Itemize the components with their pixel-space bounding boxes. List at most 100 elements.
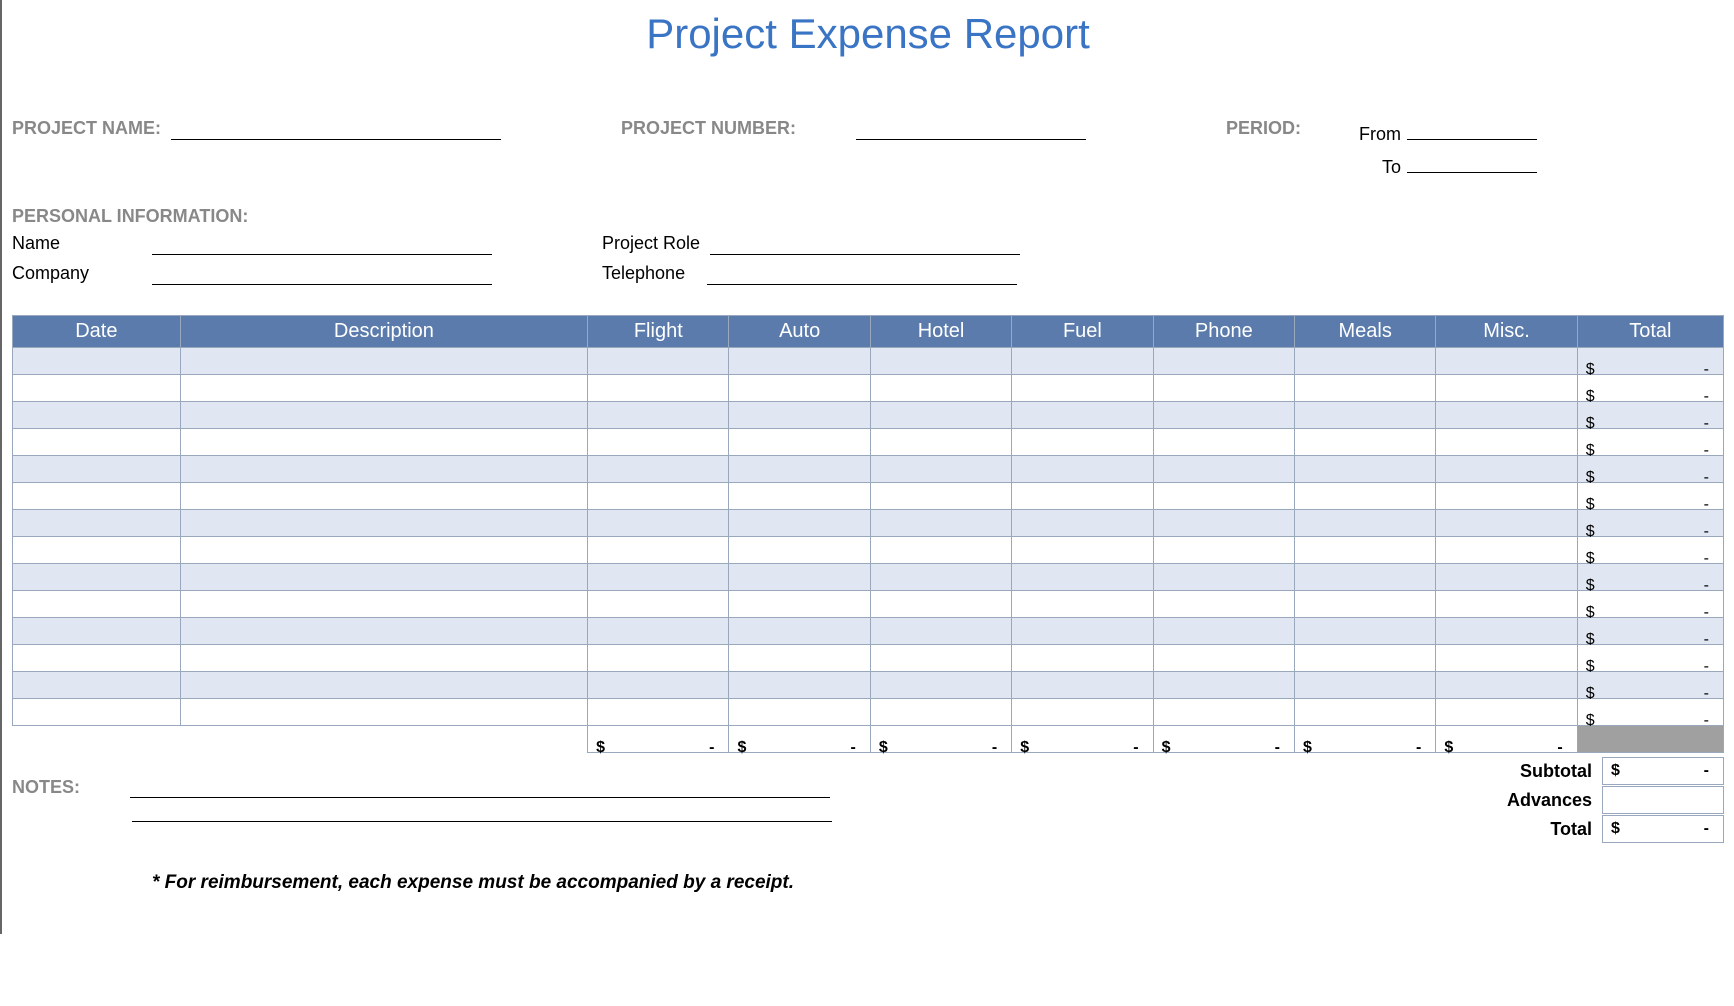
input-cell[interactable]: [180, 429, 587, 456]
input-cell[interactable]: [180, 510, 587, 537]
input-cell[interactable]: [870, 456, 1011, 483]
input-cell[interactable]: [1153, 375, 1294, 402]
input-cell[interactable]: [180, 645, 587, 672]
input-cell[interactable]: [1153, 348, 1294, 375]
input-cell[interactable]: [13, 483, 181, 510]
input-cell[interactable]: [1153, 591, 1294, 618]
input-cell[interactable]: [1153, 564, 1294, 591]
input-cell[interactable]: [870, 375, 1011, 402]
input-cell[interactable]: [870, 645, 1011, 672]
input-cell[interactable]: [1294, 456, 1435, 483]
input-cell[interactable]: [1294, 510, 1435, 537]
input-cell[interactable]: [588, 456, 729, 483]
input-cell[interactable]: [13, 456, 181, 483]
input-cell[interactable]: [588, 348, 729, 375]
input-cell[interactable]: [588, 483, 729, 510]
input-cell[interactable]: [1294, 672, 1435, 699]
input-cell[interactable]: [870, 510, 1011, 537]
input-cell[interactable]: [1436, 537, 1577, 564]
input-cell[interactable]: [1436, 429, 1577, 456]
input-cell[interactable]: [1294, 375, 1435, 402]
input-cell[interactable]: [1153, 699, 1294, 726]
input-cell[interactable]: [180, 672, 587, 699]
input-cell[interactable]: [870, 483, 1011, 510]
input-cell[interactable]: [180, 591, 587, 618]
input-cell[interactable]: [729, 591, 870, 618]
input-cell[interactable]: [13, 429, 181, 456]
input-cell[interactable]: [870, 564, 1011, 591]
input-cell[interactable]: [1012, 672, 1153, 699]
input-cell[interactable]: [729, 402, 870, 429]
input-cell[interactable]: [1294, 402, 1435, 429]
input-cell[interactable]: [180, 456, 587, 483]
input-cell[interactable]: [588, 375, 729, 402]
input-cell[interactable]: [13, 375, 181, 402]
input-cell[interactable]: [1436, 699, 1577, 726]
input-cell[interactable]: [1436, 483, 1577, 510]
input-cell[interactable]: [729, 699, 870, 726]
input-cell[interactable]: [1153, 402, 1294, 429]
input-cell[interactable]: [1436, 375, 1577, 402]
input-cell[interactable]: [729, 429, 870, 456]
input-cell[interactable]: [1294, 618, 1435, 645]
input-cell[interactable]: [1436, 618, 1577, 645]
input-cell[interactable]: [180, 375, 587, 402]
input-cell[interactable]: [1436, 348, 1577, 375]
input-cell[interactable]: [729, 645, 870, 672]
input-cell[interactable]: [870, 672, 1011, 699]
input-cell[interactable]: [1012, 348, 1153, 375]
input-cell[interactable]: [13, 564, 181, 591]
input-cell[interactable]: [1294, 348, 1435, 375]
input-cell[interactable]: [180, 483, 587, 510]
input-cell[interactable]: [729, 672, 870, 699]
input-cell[interactable]: [1294, 537, 1435, 564]
input-cell[interactable]: [1436, 591, 1577, 618]
name-field[interactable]: [152, 233, 492, 255]
input-cell[interactable]: [1436, 402, 1577, 429]
input-cell[interactable]: [1153, 618, 1294, 645]
input-cell[interactable]: [729, 537, 870, 564]
input-cell[interactable]: [1294, 645, 1435, 672]
input-cell[interactable]: [588, 699, 729, 726]
input-cell[interactable]: [588, 591, 729, 618]
company-field[interactable]: [152, 263, 492, 285]
input-cell[interactable]: [588, 537, 729, 564]
input-cell[interactable]: [729, 456, 870, 483]
input-cell[interactable]: [1012, 618, 1153, 645]
input-cell[interactable]: [13, 510, 181, 537]
input-cell[interactable]: [1012, 456, 1153, 483]
telephone-field[interactable]: [707, 263, 1017, 285]
input-cell[interactable]: [870, 537, 1011, 564]
input-cell[interactable]: [588, 510, 729, 537]
input-cell[interactable]: [729, 564, 870, 591]
input-cell[interactable]: [1436, 456, 1577, 483]
input-cell[interactable]: [1012, 591, 1153, 618]
input-cell[interactable]: [180, 402, 587, 429]
input-cell[interactable]: [1012, 375, 1153, 402]
input-cell[interactable]: [870, 618, 1011, 645]
input-cell[interactable]: [1294, 429, 1435, 456]
input-cell[interactable]: [1294, 591, 1435, 618]
input-cell[interactable]: [13, 618, 181, 645]
input-cell[interactable]: [870, 429, 1011, 456]
notes-line-1[interactable]: [130, 774, 830, 798]
project-name-field[interactable]: [171, 118, 501, 140]
input-cell[interactable]: [588, 645, 729, 672]
input-cell[interactable]: [1153, 672, 1294, 699]
input-cell[interactable]: [870, 402, 1011, 429]
input-cell[interactable]: [1294, 483, 1435, 510]
input-cell[interactable]: [588, 564, 729, 591]
input-cell[interactable]: [13, 645, 181, 672]
input-cell[interactable]: [1012, 429, 1153, 456]
input-cell[interactable]: [1153, 537, 1294, 564]
input-cell[interactable]: [1012, 483, 1153, 510]
input-cell[interactable]: [1012, 402, 1153, 429]
input-cell[interactable]: [1153, 429, 1294, 456]
advances-value[interactable]: [1602, 786, 1724, 814]
input-cell[interactable]: [1436, 672, 1577, 699]
input-cell[interactable]: [13, 537, 181, 564]
input-cell[interactable]: [588, 672, 729, 699]
period-from-field[interactable]: [1407, 118, 1537, 140]
input-cell[interactable]: [180, 699, 587, 726]
input-cell[interactable]: [1436, 645, 1577, 672]
